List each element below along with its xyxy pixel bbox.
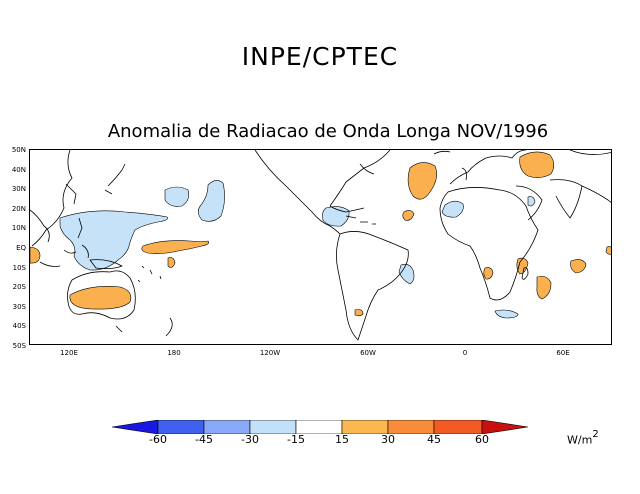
colorbar-tick: 60	[475, 433, 489, 446]
colorbar-tick: 15	[335, 433, 349, 446]
anomaly-map	[29, 149, 612, 345]
map-title: Anomalia de Radiacao de Onda Longa NOV/1…	[107, 121, 549, 142]
colorbar	[112, 420, 529, 434]
lat-label-10n: 10N	[11, 224, 26, 232]
lat-label-30s: 30S	[12, 303, 26, 311]
page-title: INPE/CPTEC	[241, 42, 399, 71]
colorbar-tick: -60	[149, 433, 167, 446]
map-canvas	[30, 150, 611, 341]
lat-label-50n: 50N	[11, 146, 26, 154]
colorbar-tick: -45	[195, 433, 213, 446]
colorbar-swatch-0	[112, 420, 159, 434]
lat-label-30n: 30N	[11, 185, 26, 193]
lon-label-0: 0	[462, 349, 468, 357]
colorbar-swatch-1	[157, 420, 205, 434]
colorbar-tick: -30	[241, 433, 259, 446]
lon-label-180: 180	[167, 349, 181, 357]
colorbar-tick: 45	[427, 433, 441, 446]
lat-label-10s: 10S	[12, 264, 26, 272]
positive-anomaly-regions	[30, 151, 611, 317]
lon-label-60w: 60W	[360, 349, 376, 357]
lat-label-50s: 50S	[12, 342, 26, 350]
colorbar-swatch-6	[387, 420, 435, 434]
lat-label-20n: 20N	[11, 205, 26, 213]
units-text: W/m	[567, 433, 593, 447]
colorbar-tick: -15	[287, 433, 305, 446]
colorbar-swatch-5	[341, 420, 389, 434]
lat-label-40n: 40N	[11, 166, 26, 174]
colorbar-swatch-2	[203, 420, 251, 434]
negative-anomaly-regions	[59, 180, 536, 319]
units-label: W/m2	[567, 429, 599, 447]
colorbar-swatch-3	[249, 420, 297, 434]
lon-label-60e: 60E	[556, 349, 570, 357]
colorbar-tick: 30	[381, 433, 395, 446]
colorbar-swatch-4	[295, 420, 343, 434]
colorbar-swatch-7	[433, 420, 483, 434]
coastlines	[30, 150, 611, 341]
lon-label-120e: 120E	[60, 349, 78, 357]
lon-label-120w: 120W	[259, 349, 281, 357]
lat-label-40s: 40S	[12, 322, 26, 330]
units-exponent: 2	[592, 429, 599, 440]
lat-label-eq: EQ	[16, 244, 26, 252]
colorbar-swatch-8	[481, 420, 529, 434]
lat-label-20s: 20S	[12, 283, 26, 291]
